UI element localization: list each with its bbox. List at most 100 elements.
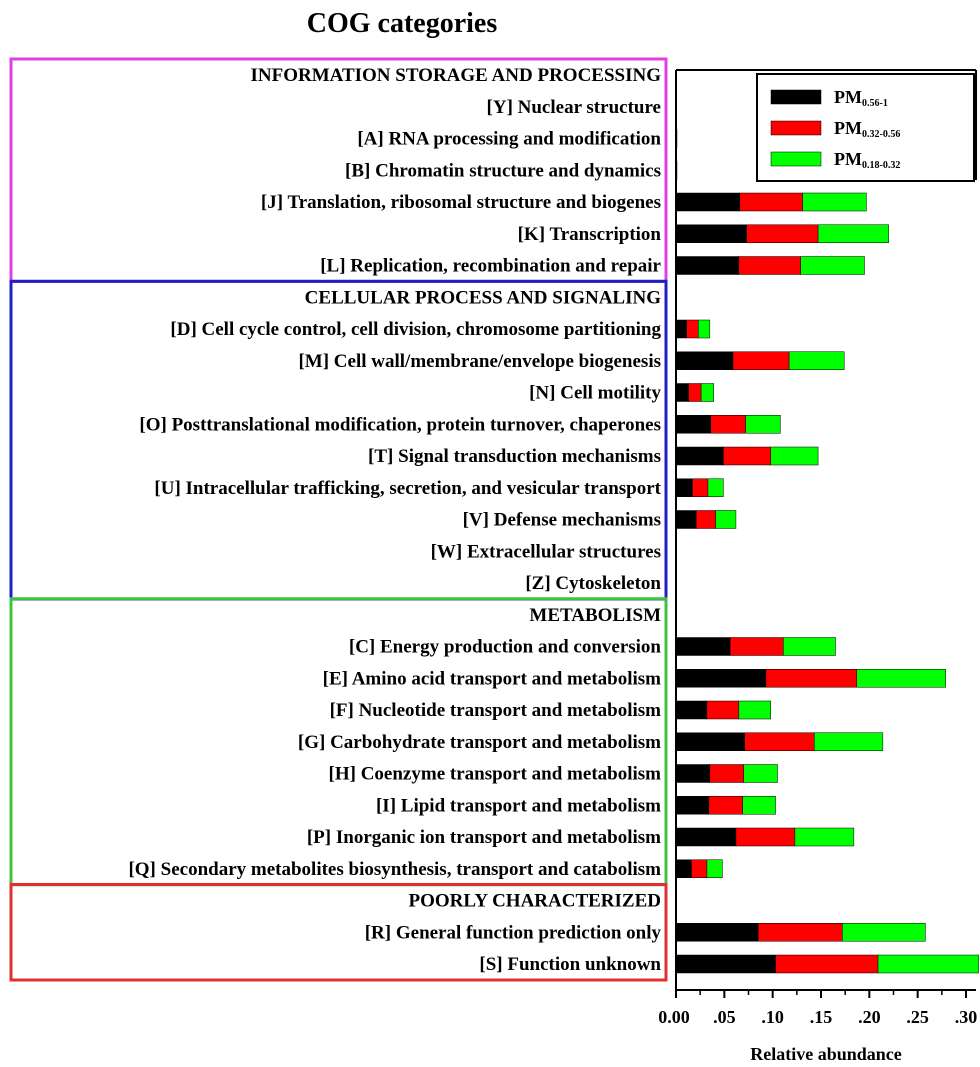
- category-label: [B] Chromatin structure and dynamics: [345, 160, 661, 181]
- category-label: [O] Posttranslational modification, prot…: [139, 414, 661, 435]
- bar-segment: [675, 351, 734, 370]
- bar-segment: [675, 859, 692, 878]
- bar-segment: [739, 192, 803, 212]
- category-label: [R] General function prediction only: [365, 922, 662, 943]
- legend-swatch: [770, 151, 822, 167]
- category-label: [K] Transcription: [518, 224, 662, 245]
- bar-segment: [696, 510, 716, 529]
- x-tick-label: 0.00: [658, 1007, 690, 1027]
- bar-segment: [783, 637, 836, 656]
- bar-segment: [744, 732, 815, 751]
- chart-title: COG categories: [307, 8, 498, 39]
- bar-segment: [738, 256, 801, 275]
- bar-segment: [842, 923, 926, 942]
- category-label: [Z] Cytoskeleton: [525, 573, 661, 594]
- bar-segment: [675, 224, 747, 243]
- bar-segment: [675, 637, 731, 656]
- legend-swatch: [770, 120, 822, 136]
- bar-segment: [675, 732, 745, 751]
- bar-segment: [877, 954, 979, 974]
- bar-segment: [746, 224, 819, 243]
- category-label: [W] Extracellular structures: [431, 541, 661, 562]
- category-label: [A] RNA processing and modification: [357, 129, 661, 150]
- category-label: [Y] Nuclear structure: [487, 97, 661, 118]
- bar-segment: [707, 478, 724, 497]
- category-label: [N] Cell motility: [529, 383, 661, 404]
- x-tick-label: .20: [858, 1007, 881, 1027]
- bar-segment: [675, 923, 759, 942]
- bar-segment: [745, 415, 781, 434]
- x-tick-label: .15: [810, 1007, 833, 1027]
- category-label: [L] Replication, recombination and repai…: [320, 256, 661, 277]
- bar-segment: [675, 192, 741, 212]
- group-header: POORLY CHARACTERIZED: [409, 891, 662, 912]
- bar-segment: [735, 827, 796, 847]
- category-label: [P] Inorganic ion transport and metaboli…: [307, 827, 661, 848]
- bar-segment: [675, 446, 724, 466]
- category-label: [C] Energy production and conversion: [349, 637, 662, 658]
- bar-segment: [706, 859, 723, 878]
- bar-segment: [723, 446, 771, 466]
- bar-segment: [743, 764, 778, 783]
- bar-segment: [709, 764, 744, 783]
- x-tick-label: .30: [955, 1007, 978, 1027]
- bar-segment: [788, 351, 845, 370]
- legend-swatch: [770, 89, 822, 105]
- bar-segment: [800, 256, 865, 275]
- bar-segment: [715, 510, 737, 529]
- bar-segment: [732, 351, 790, 370]
- category-label: [D] Cell cycle control, cell division, c…: [170, 319, 661, 340]
- bar-segment: [675, 827, 737, 847]
- bar-segment: [738, 700, 771, 720]
- group-header: CELLULAR PROCESS AND SIGNALING: [305, 287, 662, 308]
- group-boxes: [9, 57, 668, 982]
- x-tick-label: .10: [761, 1007, 784, 1027]
- bar-segment: [675, 319, 687, 339]
- x-tick-label: .25: [906, 1007, 929, 1027]
- bar-segment: [813, 732, 884, 751]
- group-box: [9, 883, 668, 982]
- category-label: [U] Intracellular trafficking, secretion…: [154, 478, 661, 499]
- bar-segment: [675, 415, 712, 434]
- category-label: [F] Nucleotide transport and metabolism: [330, 700, 662, 721]
- bar-segment: [775, 954, 879, 974]
- bar-segment: [675, 478, 693, 497]
- bar-segment: [675, 383, 689, 402]
- bar-segment: [675, 700, 708, 720]
- category-label: [S] Function unknown: [479, 954, 661, 975]
- bar-segment: [706, 700, 740, 720]
- bar-segment: [691, 859, 708, 878]
- category-label: [M] Cell wall/membrane/envelope biogenes…: [298, 351, 661, 372]
- bar-segment: [708, 796, 743, 815]
- bar-segment: [675, 796, 710, 815]
- bar-segment: [856, 669, 946, 688]
- category-label: [Q] Secondary metabolites biosynthesis, …: [128, 859, 661, 880]
- bar-segment: [802, 192, 867, 212]
- bar-segment: [675, 764, 711, 783]
- bar-segment: [688, 383, 702, 402]
- category-label: [J] Translation, ribosomal structure and…: [261, 192, 661, 213]
- bar-segment: [710, 415, 746, 434]
- bar-segment: [675, 954, 776, 974]
- bar-segment: [675, 510, 697, 529]
- bar-segment: [770, 446, 819, 466]
- bar-segment: [742, 796, 776, 815]
- bar-segment: [817, 224, 889, 243]
- category-label: [I] Lipid transport and metabolism: [376, 795, 661, 816]
- category-label: [G] Carbohydrate transport and metabolis…: [298, 732, 661, 753]
- bar-segment: [686, 319, 699, 339]
- bar-segment: [765, 669, 858, 688]
- bar-segment: [675, 669, 767, 688]
- category-label: [V] Defense mechanisms: [463, 510, 661, 531]
- bar-segment: [697, 319, 711, 339]
- category-label: [E] Amino acid transport and metabolism: [323, 668, 661, 689]
- x-axis-label: Relative abundance: [750, 1044, 902, 1064]
- category-label: [H] Coenzyme transport and metabolism: [329, 764, 662, 785]
- bar-segment: [675, 256, 740, 275]
- x-axis: 0.00 .05 .10 .15 .20 .25 .30: [658, 69, 978, 1027]
- category-label: [T] Signal transduction mechanisms: [368, 446, 661, 467]
- bar-segment: [757, 923, 843, 942]
- x-tick-label: .05: [713, 1007, 736, 1027]
